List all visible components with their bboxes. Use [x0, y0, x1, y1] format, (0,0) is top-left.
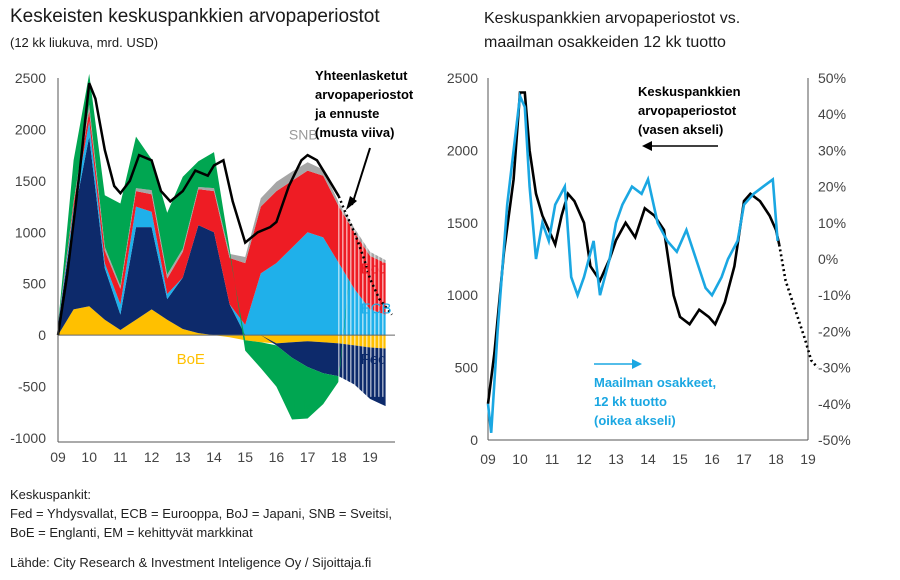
right-x-tick-label: 10: [512, 451, 528, 467]
legend-line-1: Fed = Yhdysvallat, ECB = Eurooppa, BoJ =…: [10, 506, 393, 521]
right-chart-title-line2: maailman osakkeiden 12 kk tuotto: [484, 34, 726, 51]
area-em: [58, 73, 386, 420]
right-right-tick-label: -20%: [818, 323, 851, 339]
label-cb-line-3: (vasen akseli): [638, 122, 723, 137]
right-right-tick-label: 30%: [818, 142, 846, 158]
label-cb-line-1: Keskuspankkien: [638, 84, 741, 99]
left-x-tick-label: 12: [144, 449, 160, 465]
left-chart-title: Keskeisten keskuspankkien arvopaperiosto…: [10, 6, 380, 27]
label-boj: BoJ: [361, 260, 387, 277]
right-x-tick-label: 09: [480, 451, 496, 467]
label-total-line-1: Yhteenlasketut: [315, 68, 408, 83]
left-y-tick-label: 1500: [15, 173, 46, 189]
right-x-tick-label: 15: [672, 451, 688, 467]
left-y-tick-label: 500: [23, 276, 47, 292]
label-total-arrowhead: [346, 196, 357, 210]
left-x-tick-label: 09: [50, 449, 66, 465]
right-x-tick-label: 18: [768, 451, 784, 467]
label-world-line-2: 12 kk tuotto: [594, 394, 667, 409]
label-cb-line-2: arvopaperiostot: [638, 103, 737, 118]
left-x-tick-label: 19: [362, 449, 378, 465]
right-right-tick-label: 50%: [818, 70, 846, 86]
world-equity-return-line: [486, 91, 779, 433]
left-x-tick-label: 15: [237, 449, 253, 465]
right-right-tick-label: -40%: [818, 396, 851, 412]
label-fed: Fed: [361, 351, 387, 368]
legend-text: Keskuspankit: Fed = Yhdysvallat, ECB = E…: [10, 485, 392, 542]
area-boe: [58, 306, 386, 349]
legend-heading: Keskuspankit:: [10, 487, 91, 502]
left-x-tick-label: 10: [81, 449, 97, 465]
right-right-tick-label: 20%: [818, 179, 846, 195]
area-boj: [58, 110, 386, 325]
label-world-arrowhead: [632, 359, 642, 369]
right-left-tick-label: 500: [455, 360, 479, 376]
right-x-tick-label: 14: [640, 451, 656, 467]
label-snb: SNB: [289, 127, 318, 143]
left-x-tick-label: 14: [206, 449, 222, 465]
right-x-tick-label: 13: [608, 451, 624, 467]
total-purchases-line: [56, 82, 340, 336]
label-total-line-2: arvopaperiostot: [315, 87, 414, 102]
right-left-tick-label: 0: [470, 432, 478, 448]
label-cb-arrowhead: [642, 141, 652, 151]
right-right-tick-label: -30%: [818, 360, 851, 376]
right-x-tick-label: 11: [545, 451, 560, 467]
cb-purchases-line: [486, 91, 781, 404]
left-y-tick-label: 1000: [15, 224, 46, 240]
left-x-tick-label: 17: [300, 449, 316, 465]
cb-purchases-forecast-line: [777, 244, 819, 369]
label-world-line-3: (oikea akseli): [594, 413, 676, 428]
right-right-tick-label: -50%: [818, 432, 851, 448]
left-chart-subtitle: (12 kk liukuva, mrd. USD): [10, 35, 159, 50]
left-y-tick-label: 2500: [15, 70, 46, 86]
total-purchases-forecast-line: [337, 195, 393, 316]
right-right-tick-label: 0%: [818, 251, 838, 267]
left-y-tick-label: 2000: [15, 121, 46, 137]
left-x-tick-label: 18: [331, 449, 347, 465]
label-total-line-3: ja ennuste: [314, 106, 379, 121]
label-total-arrow: [351, 147, 371, 206]
label-total-line-4: (musta viiva): [315, 125, 394, 140]
right-chart-title: Keskuspankkien arvopaperiostot vs.: [484, 10, 741, 27]
right-right-tick-label: 10%: [818, 215, 846, 231]
label-world-line-1: Maailman osakkeet,: [594, 375, 716, 390]
label-ecb: ECB: [361, 301, 392, 318]
left-x-tick-label: 13: [175, 449, 191, 465]
label-boe: BoE: [177, 351, 205, 368]
area-fed: [58, 136, 386, 407]
right-left-tick-label: 2000: [447, 142, 478, 158]
right-left-tick-label: 1500: [447, 215, 478, 231]
left-y-tick-label: -1000: [10, 430, 46, 446]
right-x-tick-label: 19: [800, 451, 816, 467]
right-left-tick-label: 1000: [447, 287, 478, 303]
right-right-tick-label: -10%: [818, 287, 851, 303]
legend-line-2: BoE = Englanti, EM = kehittyvät markkina…: [10, 525, 253, 540]
right-right-tick-label: 40%: [818, 106, 846, 122]
label-em: EM: [292, 396, 315, 413]
area-ecb: [58, 121, 386, 336]
source-note: Lähde: City Research & Investment Inteli…: [10, 555, 372, 570]
right-x-tick-label: 16: [704, 451, 720, 467]
right-x-tick-label: 17: [736, 451, 752, 467]
left-y-tick-label: 0: [38, 327, 46, 343]
left-y-tick-label: -500: [18, 379, 46, 395]
left-x-tick-label: 11: [113, 449, 128, 465]
right-x-tick-label: 12: [576, 451, 592, 467]
right-left-tick-label: 2500: [447, 70, 478, 86]
left-x-tick-label: 16: [269, 449, 285, 465]
